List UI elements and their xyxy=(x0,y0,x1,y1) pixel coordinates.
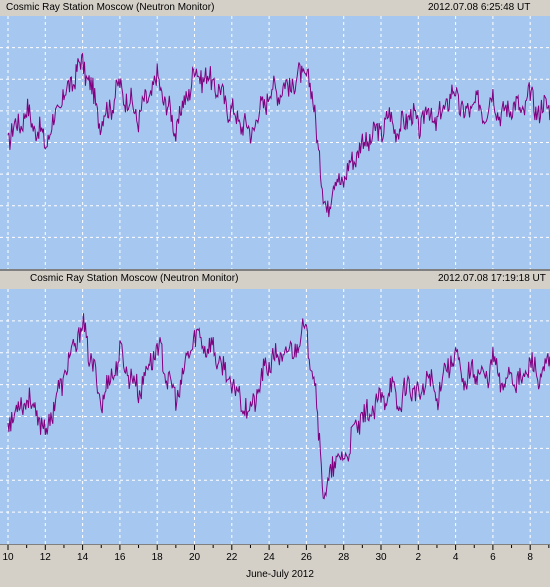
top-chart-titlebar: Cosmic Ray Station Moscow (Neutron Monit… xyxy=(0,0,550,16)
x-tick-label: 26 xyxy=(301,552,313,563)
bottom-chart-panel xyxy=(0,289,550,544)
x-tick-label: 12 xyxy=(40,552,52,563)
top-chart-timestamp: 2012.07.08 6:25:48 UT xyxy=(428,2,531,13)
x-tick-label: 6 xyxy=(490,552,496,563)
neutron-count-series-line xyxy=(7,52,550,218)
top-chart-panel xyxy=(0,16,550,269)
bottom-chart-title: Cosmic Ray Station Moscow (Neutron Monit… xyxy=(30,273,239,284)
x-tick-label: 14 xyxy=(77,552,89,563)
x-tick-label: 24 xyxy=(264,552,276,563)
top-chart-title: Cosmic Ray Station Moscow (Neutron Monit… xyxy=(6,2,215,13)
x-axis-label: June-July 2012 xyxy=(246,569,314,580)
x-tick-label: 22 xyxy=(226,552,238,563)
neutron-count-series-line xyxy=(7,313,550,500)
bottom-chart-timestamp: 2012.07.08 17:19:18 UT xyxy=(438,273,546,284)
x-tick-label: 4 xyxy=(453,552,459,563)
x-tick-label: 10 xyxy=(2,552,14,563)
x-tick-label: 16 xyxy=(114,552,126,563)
top-chart-plot xyxy=(0,16,550,269)
x-tick-label: 18 xyxy=(152,552,164,563)
x-tick-label: 2 xyxy=(416,552,422,563)
x-tick-label: 8 xyxy=(527,552,533,563)
x-tick-label: 20 xyxy=(189,552,201,563)
x-axis: 10 12 14 16 18 20 22 24 26 28 30 2 4 6 8 June-July 2012 xyxy=(0,544,550,582)
x-tick-label: 28 xyxy=(338,552,350,563)
x-tick-label: 30 xyxy=(375,552,387,563)
chart-divider xyxy=(0,269,550,271)
bottom-chart-titlebar: Cosmic Ray Station Moscow (Neutron Monit… xyxy=(0,271,550,287)
bottom-chart-plot xyxy=(0,289,550,544)
